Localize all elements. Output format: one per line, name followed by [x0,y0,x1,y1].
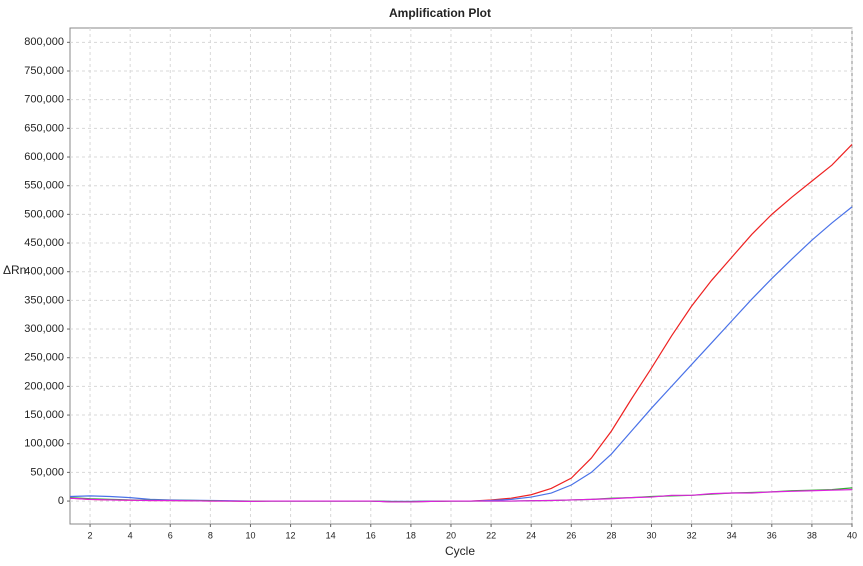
x-tick-label: 4 [128,530,133,540]
x-tick-label: 8 [208,530,213,540]
x-tick-label: 18 [406,530,416,540]
y-tick-label: 200,000 [24,380,64,392]
y-tick-label: 0 [58,495,64,507]
y-tick-label: 50,000 [30,466,64,478]
y-tick-label: 300,000 [24,323,64,335]
x-axis-label: Cycle [445,544,475,558]
x-tick-label: 2 [88,530,93,540]
y-tick-label: 500,000 [24,208,64,220]
x-tick-label: 36 [767,530,777,540]
y-tick-label: 150,000 [24,409,64,421]
x-tick-label: 22 [486,530,496,540]
y-tick-label: 650,000 [24,122,64,134]
y-tick-label: 450,000 [24,237,64,249]
series-line [69,206,853,502]
x-tick-label: 24 [526,530,536,540]
plot-area [69,27,853,525]
x-tick-label: 30 [646,530,656,540]
y-tick-label: 750,000 [24,65,64,77]
x-tick-label: 20 [446,530,456,540]
series-line [69,488,853,503]
chart-title: Amplification Plot [389,6,491,20]
y-tick-label: 250,000 [24,352,64,364]
x-tick-label: 26 [566,530,576,540]
x-tick-label: 40 [847,530,857,540]
y-tick-label: 700,000 [24,94,64,106]
x-tick-label: 16 [366,530,376,540]
y-tick-label: 400,000 [24,266,64,278]
x-tick-label: 12 [286,530,296,540]
x-tick-label: 32 [687,530,697,540]
y-tick-label: 350,000 [24,294,64,306]
y-tick-label: 600,000 [24,151,64,163]
x-tick-label: 10 [245,530,255,540]
x-tick-label: 6 [168,530,173,540]
y-tick-label: 100,000 [24,438,64,450]
x-tick-label: 38 [807,530,817,540]
y-tick-label: 550,000 [24,180,64,192]
x-tick-label: 34 [727,530,737,540]
x-tick-label: 14 [326,530,336,540]
y-axis-label: ΔRn [3,263,26,277]
series-line [69,143,853,503]
x-tick-label: 28 [606,530,616,540]
y-tick-label: 800,000 [24,36,64,48]
